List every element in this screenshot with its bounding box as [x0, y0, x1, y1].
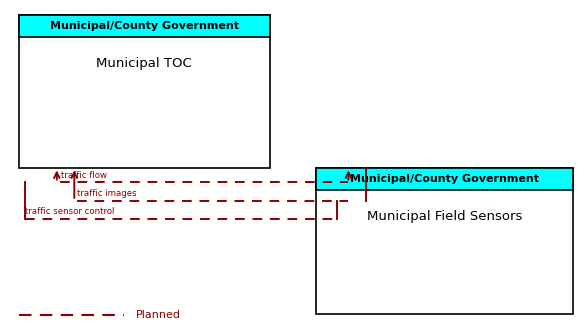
Text: traffic sensor control: traffic sensor control	[25, 207, 114, 216]
Text: Municipal Field Sensors: Municipal Field Sensors	[367, 210, 522, 223]
Text: Planned: Planned	[135, 310, 180, 320]
Bar	[19, 15, 270, 37]
Text: Municipal TOC: Municipal TOC	[97, 57, 192, 70]
Text: traffic images: traffic images	[77, 189, 137, 198]
Bar	[19, 15, 270, 168]
Text: traffic flow: traffic flow	[62, 171, 107, 180]
Text: Municipal/County Government: Municipal/County Government	[350, 174, 539, 184]
Bar	[316, 168, 573, 190]
Bar	[316, 168, 573, 314]
Text: Municipal/County Government: Municipal/County Government	[50, 21, 239, 31]
